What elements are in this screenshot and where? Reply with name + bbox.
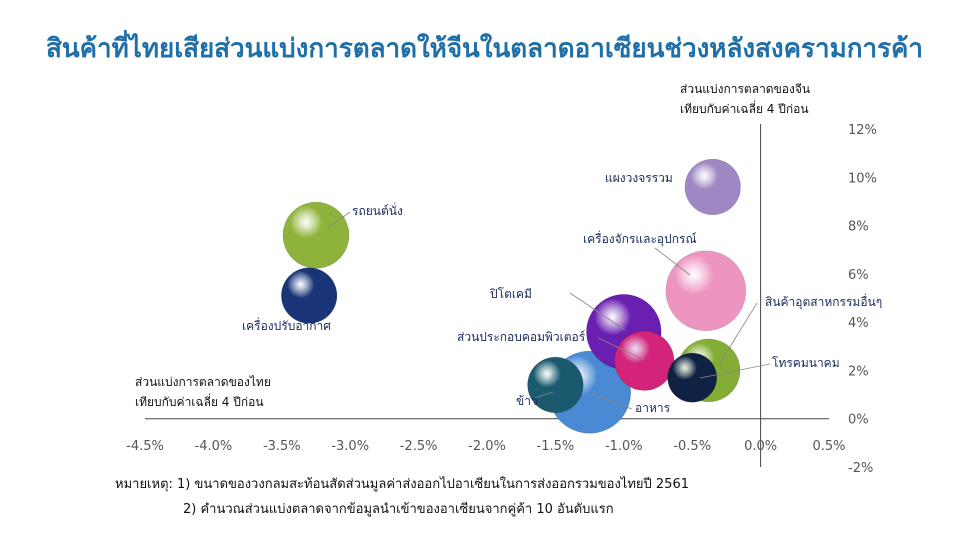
leader-line [654, 247, 691, 276]
bubble-label: โทรคมนาคม [772, 356, 840, 370]
y-tick-label: -2% [848, 461, 873, 476]
leader-line [569, 292, 626, 331]
leader-line [597, 337, 646, 361]
x-tick-label: -0.5% [673, 439, 711, 454]
x-tick-label: 0.5% [812, 439, 845, 454]
bubble-label: สินค้าอุตสาหกรรมอื่นๆ [765, 293, 882, 310]
axes: -4.5% -4.0% -3.5% -3.0% -2.5% -2.0% -1.5% -1.0%… [126, 123, 877, 476]
bubble [667, 352, 718, 403]
y-tick-label: 12% [848, 123, 877, 138]
bubble [280, 267, 338, 324]
leader-line [719, 302, 758, 364]
x-tick-label: -1.5% [537, 439, 575, 454]
x-tick-label: -3.5% [263, 439, 301, 454]
y-tick-label: 4% [848, 316, 869, 331]
bubble-label: ข้าว [516, 394, 538, 408]
bubbles [280, 158, 747, 434]
bubble-label: แผงวงจรรวม [605, 171, 673, 185]
y-tick-label: 0% [848, 413, 869, 428]
x-tick-label: -3.0% [331, 439, 369, 454]
bubble [665, 250, 747, 332]
chart-title: สินค้าที่ไทยเสียส่วนแบ่งการตลาดให้จีนในต… [45, 34, 924, 64]
bubble-label: เครื่องปรับอากาศ [242, 317, 331, 333]
bubble-label: รถยนต์นั่ง [352, 202, 403, 218]
x-axis-caption: ส่วนแบ่งการตลาดของไทย เทียบกับค่าเฉลี่ย … [135, 372, 271, 412]
bubble-label: เครื่องจักรและอุปกรณ์ [583, 230, 697, 247]
bubble-label: ปิโตเคมี [489, 287, 531, 301]
leader-line [589, 392, 633, 410]
y-axis-caption: ส่วนแบ่งการตลาดของจีน เทียบกับค่าเฉลี่ย … [680, 79, 810, 119]
leader-line [699, 363, 771, 379]
y-tick-label: 2% [848, 364, 869, 379]
y-tick-label: 6% [848, 268, 869, 283]
y-axis-caption-line2: เทียบกับค่าเฉลี่ย 4 ปีก่อน [680, 102, 809, 116]
x-tick-label: -2.5% [400, 439, 438, 454]
leader-line [327, 211, 351, 229]
leader-lines [327, 211, 771, 410]
footnote-1: หมายเหตุ: 1) ขนาดของวงกลมสะท้อนสัดส่วนมู… [115, 477, 689, 492]
y-axis-caption-line1: ส่วนแบ่งการตลาดของจีน [680, 82, 811, 96]
bubble [527, 356, 584, 414]
x-tick-label: -4.5% [126, 439, 164, 454]
x-tick-label: 0.0% [744, 439, 777, 454]
bubble-label: ส่วนประกอบคอมพิวเตอร์ [457, 330, 586, 344]
bubble [282, 201, 350, 269]
x-tick-label: -1.0% [605, 439, 643, 454]
y-tick-label: 10% [848, 171, 877, 186]
leader-line [534, 391, 554, 399]
x-axis-caption-line2: เทียบกับค่าเฉลี่ย 4 ปีก่อน [135, 395, 264, 409]
footnote-2: 2) คำนวณส่วนแบ่งตลาดจากข้อมูลนำเข้าของอา… [183, 502, 614, 517]
x-tick-label: -2.0% [468, 439, 506, 454]
bubble-label: อาหาร [635, 401, 671, 415]
bubble [684, 158, 741, 216]
x-tick-label: -4.0% [195, 439, 233, 454]
y-tick-label: 8% [848, 220, 869, 235]
x-axis-caption-line1: ส่วนแบ่งการตลาดของไทย [135, 375, 271, 389]
bubble [614, 330, 675, 391]
